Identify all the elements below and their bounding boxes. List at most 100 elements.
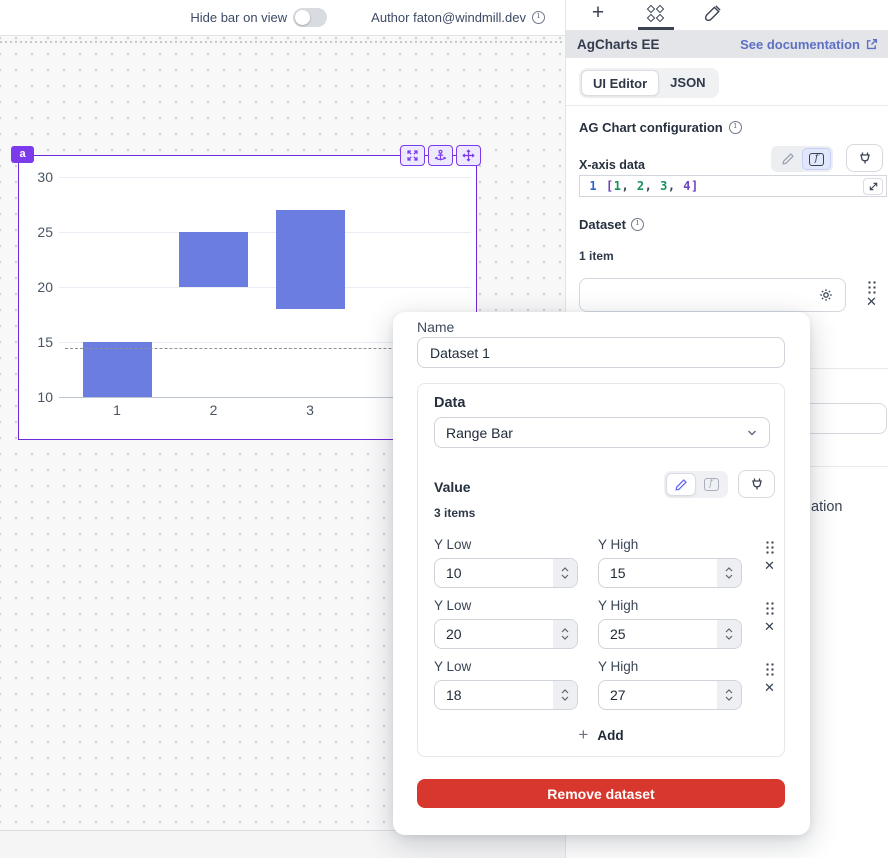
stepper-icon[interactable] — [717, 559, 741, 587]
move-button[interactable] — [456, 145, 481, 166]
value-field: Y Low — [434, 537, 578, 588]
gridline — [59, 287, 471, 288]
number-input-box — [598, 619, 742, 649]
code-token: , — [644, 179, 661, 193]
chevron-down-icon — [747, 429, 757, 436]
number-input[interactable] — [599, 559, 717, 587]
drag-handle-icon[interactable] — [867, 280, 876, 294]
connect-input-button[interactable] — [738, 470, 775, 498]
external-link-icon — [866, 38, 878, 49]
value-row: Y Low Y High ✕ — [434, 659, 775, 710]
dataset-row[interactable] — [579, 278, 846, 312]
xaxis-code-editor[interactable]: 1 [1, 2, 3, 4] — [579, 175, 887, 197]
expand-button[interactable] — [400, 145, 425, 166]
remove-dataset-button[interactable]: Remove dataset — [417, 779, 785, 808]
eval-input-button[interactable] — [696, 473, 726, 496]
hide-bar-toggle[interactable] — [293, 8, 328, 27]
value-rows: Y Low Y High ✕ Y Low Y High ✕ Y Low Y High ✕ — [434, 537, 775, 720]
value-row: Y Low Y High ✕ — [434, 537, 775, 588]
component-title: AgCharts EE — [577, 36, 660, 52]
components-tab[interactable] — [644, 2, 666, 24]
drag-handle-icon[interactable] — [765, 540, 774, 554]
pencil-icon — [781, 153, 794, 165]
name-input[interactable] — [417, 337, 785, 368]
row-controls: ✕ — [764, 540, 775, 572]
stepper-icon[interactable] — [717, 620, 741, 648]
config-title-label: AG Chart configuration — [579, 120, 723, 135]
dataset-count: 1 item — [579, 249, 614, 263]
number-input[interactable] — [599, 681, 717, 709]
tab-ui-editor[interactable]: UI Editor — [581, 70, 660, 96]
y-tick-label: 10 — [37, 389, 53, 405]
expand-editor-button[interactable] — [863, 178, 883, 195]
style-tab[interactable] — [701, 2, 723, 24]
number-input-box — [434, 680, 578, 710]
range-bar — [82, 342, 152, 397]
function-icon — [809, 152, 824, 166]
data-type-select[interactable]: Range Bar — [434, 417, 770, 448]
items-count: 3 items — [434, 506, 476, 520]
components-icon — [646, 4, 664, 22]
close-icon[interactable]: ✕ — [764, 558, 775, 573]
close-icon[interactable]: ✕ — [764, 680, 775, 695]
y-tick-label: 20 — [37, 279, 53, 295]
eval-input-button[interactable] — [802, 148, 831, 170]
connect-input-button[interactable] — [846, 144, 883, 172]
plus-icon: + — [578, 725, 589, 744]
value-field-label: Y Low — [434, 598, 472, 613]
code-token: 2 — [636, 179, 645, 193]
dashed-crosshair-line — [65, 347, 471, 349]
stepper-icon[interactable] — [717, 681, 741, 709]
stepper-icon[interactable] — [553, 681, 577, 709]
canvas-grid-line — [0, 41, 565, 43]
dataset-title-label: Dataset — [579, 217, 626, 232]
code-token: [ — [606, 179, 614, 193]
value-input-mode-group — [664, 471, 728, 498]
number-input-box — [598, 680, 742, 710]
config-section-title: AG Chart configuration — [579, 120, 742, 135]
add-component-tab[interactable]: + — [587, 1, 609, 24]
row-controls: ✕ — [764, 601, 775, 633]
info-icon[interactable] — [630, 218, 644, 231]
number-input[interactable] — [435, 559, 553, 587]
y-tick-label: 30 — [37, 169, 53, 185]
code-line-tokens: [1, 2, 3, 4] — [606, 179, 886, 193]
add-item-button[interactable]: + Add — [418, 724, 784, 746]
info-icon[interactable] — [728, 121, 742, 134]
move-icon — [462, 149, 475, 162]
drag-handle-icon[interactable] — [765, 662, 774, 676]
drag-handle-icon[interactable] — [765, 601, 774, 615]
close-icon[interactable]: ✕ — [866, 294, 877, 309]
range-bar — [179, 232, 248, 287]
code-token: 4 — [683, 179, 692, 193]
code-line-number: 1 — [589, 179, 597, 193]
code-token: 3 — [660, 179, 668, 193]
number-input[interactable] — [599, 620, 717, 648]
stepper-icon[interactable] — [553, 559, 577, 587]
tab-json[interactable]: JSON — [670, 75, 706, 90]
close-icon[interactable]: ✕ — [764, 619, 775, 634]
hide-bar-label: Hide bar on view — [190, 10, 288, 25]
x-tick-label: 1 — [113, 402, 121, 418]
static-input-button[interactable] — [666, 473, 696, 496]
gridline — [59, 397, 471, 398]
stepper-icon[interactable] — [553, 620, 577, 648]
static-input-button[interactable] — [773, 148, 802, 170]
value-field-label: Y High — [598, 537, 639, 552]
gridline — [59, 177, 471, 178]
number-input[interactable] — [435, 620, 553, 648]
dataset-settings-button[interactable] — [811, 282, 841, 308]
code-token: , — [621, 179, 637, 193]
expand-icon — [407, 150, 418, 161]
editor-mode-tabs: UI Editor JSON — [579, 68, 719, 98]
panel-tabs: + — [566, 0, 888, 30]
info-icon[interactable] — [532, 11, 545, 24]
see-documentation-link[interactable]: See documentation — [740, 37, 878, 52]
anchor-button[interactable] — [428, 145, 453, 166]
toggle-knob — [295, 10, 311, 25]
function-icon — [703, 478, 719, 491]
number-input[interactable] — [435, 681, 553, 709]
y-tick-label: 15 — [37, 334, 53, 350]
value-field: Y High — [598, 598, 742, 649]
